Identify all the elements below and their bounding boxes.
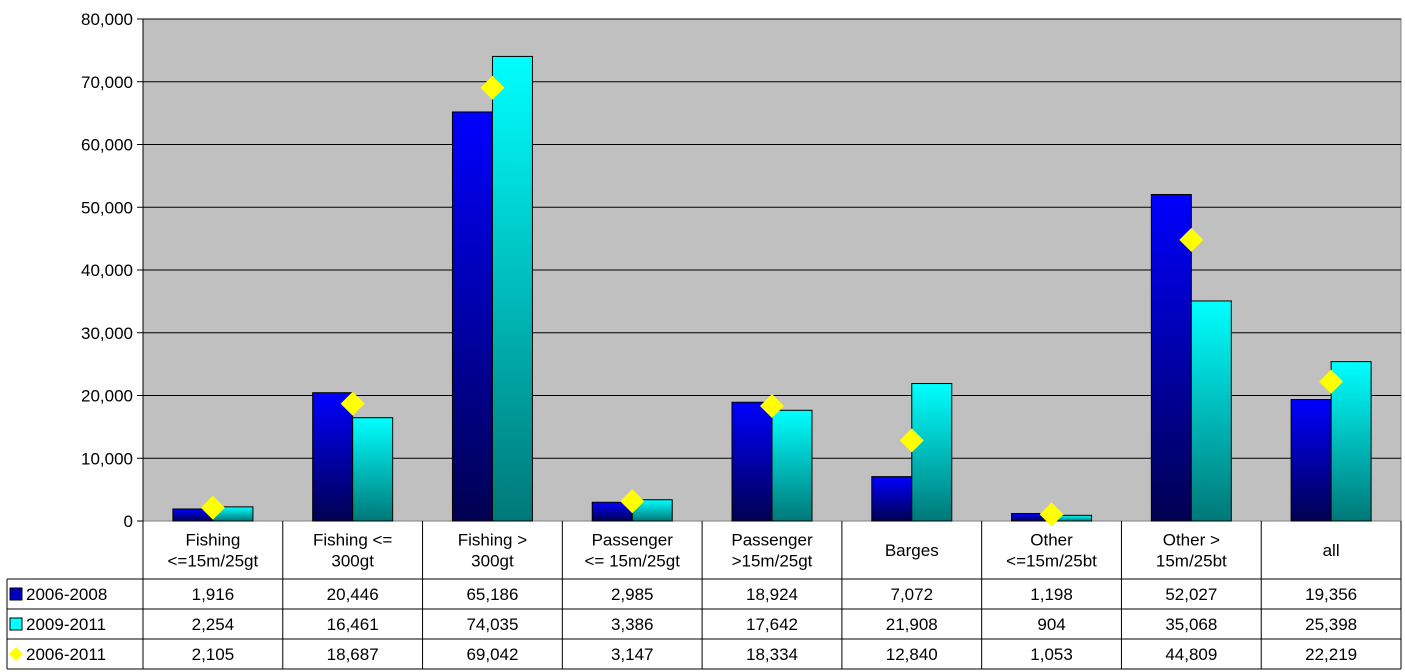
y-tick-label: 30,000 xyxy=(81,324,133,343)
marker-2006-2011-5 xyxy=(899,428,924,453)
category-label: 300gt xyxy=(471,552,514,571)
category-label: 300gt xyxy=(331,552,374,571)
table-cell-value: 2,985 xyxy=(611,585,654,604)
marker-2006-2011-8 xyxy=(1319,369,1344,394)
table-cell-value: 3,386 xyxy=(611,615,654,634)
bar-2009-2011-1 xyxy=(352,417,394,522)
y-tick-label: 20,000 xyxy=(81,387,133,406)
table-cell-value: 69,042 xyxy=(466,645,518,664)
legend-label-2006-2011: 2006-2011 xyxy=(26,645,106,664)
table-cell-value: 2,254 xyxy=(192,615,235,634)
table-cell-value: 19,356 xyxy=(1305,585,1357,604)
category-label: all xyxy=(1323,541,1340,560)
table-cell-value: 65,186 xyxy=(466,585,518,604)
y-tick-label: 80,000 xyxy=(81,10,133,29)
category-label: Other xyxy=(1030,531,1073,550)
legend-key-2009-2011 xyxy=(9,617,23,631)
y-tick-label: 70,000 xyxy=(81,73,133,92)
bar-2006-2008-5 xyxy=(871,476,913,522)
bar-2009-2011-4 xyxy=(771,409,813,522)
marker-2006-2011-7 xyxy=(1179,227,1204,252)
marker-2006-2011-6 xyxy=(1039,502,1064,527)
marker-2006-2011-1 xyxy=(340,391,365,416)
bar-2009-2011-2 xyxy=(491,55,533,522)
marker-2006-2011-2 xyxy=(480,75,505,100)
table-cell-value: 18,687 xyxy=(327,645,379,664)
table-cell-value: 20,446 xyxy=(327,585,379,604)
category-label: Passenger xyxy=(592,531,674,550)
markers xyxy=(200,75,1344,527)
y-tick-label: 50,000 xyxy=(81,198,133,217)
category-label: <=15m/25bt xyxy=(1006,552,1097,571)
legend-key-2006-2011 xyxy=(9,647,23,661)
category-label: Fishing > xyxy=(458,531,528,550)
category-label: Fishing <= xyxy=(313,531,392,550)
category-label: Fishing xyxy=(185,531,240,550)
table-cell-value: 1,916 xyxy=(192,585,235,604)
legend-label-2009-2011: 2009-2011 xyxy=(26,615,106,634)
data-table: Fishing <=15m/25gt Fishing <= 300gt Fishing … xyxy=(6,521,1402,670)
table-cell-value: 35,068 xyxy=(1165,615,1217,634)
legend-key-2006-2008 xyxy=(9,587,23,601)
category-label: <= 15m/25gt xyxy=(584,552,680,571)
y-tick-label: 10,000 xyxy=(81,449,133,468)
y-tick-label: 0 xyxy=(124,512,133,531)
y-tick-label: 60,000 xyxy=(81,136,133,155)
table-cell-value: 904 xyxy=(1037,615,1065,634)
category-label: Passenger xyxy=(731,531,813,550)
table-cell-value: 18,334 xyxy=(746,645,798,664)
table-cell-value: 2,105 xyxy=(192,645,235,664)
category-label: Other > xyxy=(1163,531,1220,550)
table-cell-value: 17,642 xyxy=(746,615,798,634)
category-label: <=15m/25gt xyxy=(168,552,259,571)
y-axis: 0 10,000 20,000 30,000 40,000 50,000 60,000 70,… xyxy=(81,10,144,531)
category-label: >15m/25gt xyxy=(732,552,813,571)
table-cell-value: 1,053 xyxy=(1030,645,1073,664)
table-cell-value: 7,072 xyxy=(891,585,934,604)
marker-2006-2011-3 xyxy=(620,489,645,514)
category-label: 15m/25bt xyxy=(1156,552,1227,571)
y-tick-label: 40,000 xyxy=(81,261,133,280)
table-cell-value: 22,219 xyxy=(1305,645,1357,664)
table-cell-value: 16,461 xyxy=(327,615,379,634)
table-cell-value: 3,147 xyxy=(611,645,654,664)
table-cell-value: 25,398 xyxy=(1305,615,1357,634)
bar-2006-2008-8 xyxy=(1290,399,1332,522)
table-cell-value: 1,198 xyxy=(1030,585,1073,604)
bar-2006-2008-4 xyxy=(731,401,773,522)
bar-2009-2011-5 xyxy=(911,383,953,522)
bar-2009-2011-8 xyxy=(1330,361,1372,522)
table-cell-value: 44,809 xyxy=(1165,645,1217,664)
table-cell-value: 18,924 xyxy=(746,585,798,604)
bar-2006-2008-2 xyxy=(451,111,493,522)
marker-2006-2011-0 xyxy=(200,495,225,520)
bar-2006-2008-1 xyxy=(312,392,354,522)
bar-2009-2011-7 xyxy=(1190,300,1232,522)
marker-2006-2011-4 xyxy=(760,393,784,418)
category-label: Barges xyxy=(885,541,939,560)
legend-label-2006-2008: 2006-2008 xyxy=(26,585,107,604)
bars xyxy=(172,55,1372,522)
table-cell-value: 12,840 xyxy=(886,645,938,664)
table-cell-value: 74,035 xyxy=(466,615,518,634)
table-cell-value: 21,908 xyxy=(886,615,938,634)
table-cell-value: 52,027 xyxy=(1165,585,1217,604)
